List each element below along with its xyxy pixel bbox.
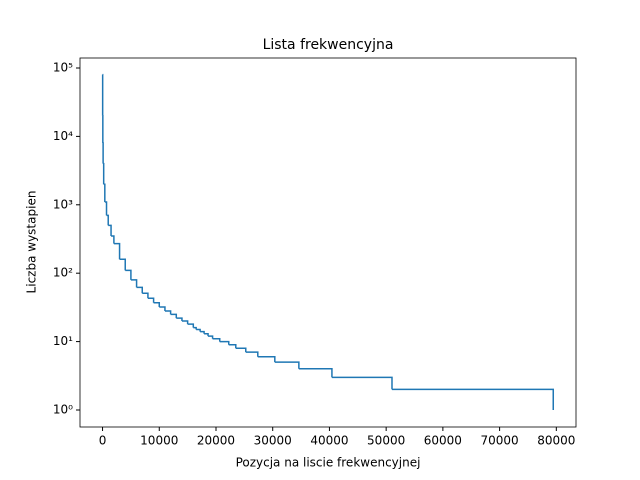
line-segment <box>103 183 106 202</box>
y-tick-label: 10⁴ <box>53 129 73 143</box>
x-tick-label: 60000 <box>424 434 462 448</box>
y-axis-label: Liczba wystapien <box>25 191 39 294</box>
x-tick-label: 30000 <box>254 434 292 448</box>
plot-frame <box>79 57 577 428</box>
line-segment <box>208 335 214 339</box>
line-segment <box>111 235 115 244</box>
y-tick-label: 10⁰ <box>53 402 73 416</box>
y-tick-label: 10⁵ <box>53 60 73 74</box>
line-segment <box>153 301 161 308</box>
x-tick-label: 70000 <box>481 434 519 448</box>
line-segment <box>125 269 132 280</box>
x-tick-label: 0 <box>99 434 107 448</box>
line-segment <box>104 201 108 216</box>
line-segment <box>391 388 555 410</box>
line-segment <box>170 313 178 319</box>
line-segment <box>235 347 247 353</box>
line-segment <box>147 297 155 303</box>
line-segment <box>245 351 259 357</box>
x-tick-label: 20000 <box>197 434 235 448</box>
line-segment <box>212 338 221 342</box>
x-tick-label: 80000 <box>537 434 575 448</box>
line-segment <box>196 328 201 332</box>
line-segment <box>136 286 144 294</box>
y-tick-label: 10² <box>53 266 73 280</box>
line-segment <box>106 214 109 226</box>
line-segment <box>228 343 237 349</box>
x-tick-label: 50000 <box>367 434 405 448</box>
line-segment <box>142 292 149 299</box>
line-segment <box>130 279 138 288</box>
x-tick-label: 40000 <box>310 434 348 448</box>
chart-title: Lista frekwencyjna <box>263 37 394 53</box>
line-segment <box>181 320 189 325</box>
line-segment <box>187 323 195 328</box>
line-segment <box>176 317 183 321</box>
line-segment <box>164 310 172 315</box>
line-segment <box>257 356 276 363</box>
line-segment <box>204 333 209 337</box>
line-segment <box>102 162 105 185</box>
y-tick-label: 10³ <box>53 197 73 211</box>
line-segment <box>331 376 393 390</box>
line-segment <box>108 224 112 236</box>
line-segment <box>113 242 121 260</box>
x-axis-label: Pozycja na liscie frekwencyjnej <box>236 456 421 470</box>
line-segment <box>119 258 126 271</box>
line-segment <box>159 306 166 312</box>
line-segment <box>298 368 333 378</box>
line-segment <box>274 361 300 369</box>
x-tick-label: 10000 <box>140 434 178 448</box>
y-tick-label: 10¹ <box>53 334 73 348</box>
line-segment <box>219 340 230 345</box>
